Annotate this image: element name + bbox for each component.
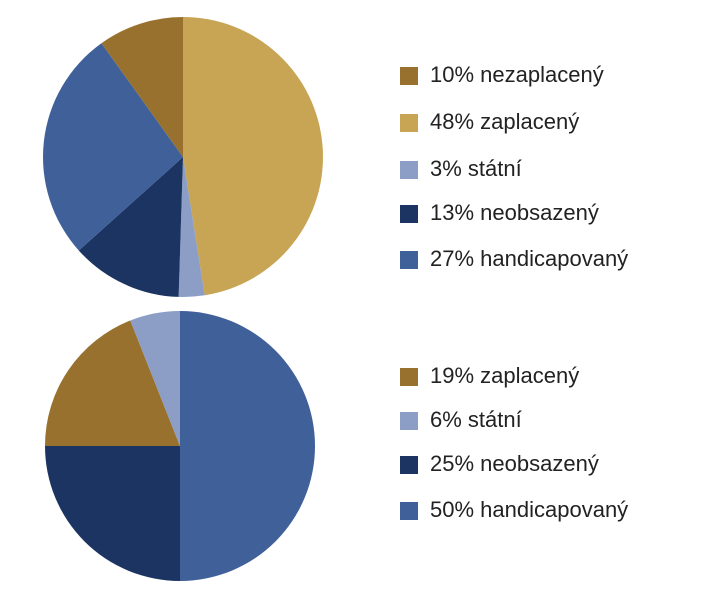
legend-label: neobsazený: [480, 451, 599, 476]
legend-swatch: [400, 251, 418, 269]
legend-label: státní: [468, 407, 522, 432]
legend-entry: 3% státní: [430, 156, 522, 181]
legend-swatch: [400, 67, 418, 85]
pie-slice: [43, 43, 183, 251]
legend-label: nezaplacený: [480, 62, 604, 87]
legend-label: handicapovaný: [480, 497, 628, 522]
pie-slice: [183, 17, 323, 296]
legend-swatch: [400, 368, 418, 386]
pie-slice: [45, 446, 180, 581]
legend-value: 3%: [430, 156, 462, 181]
legend-value: 10%: [430, 62, 474, 87]
legend-entry: 27% handicapovaný: [430, 246, 628, 271]
legend-value: 6%: [430, 407, 462, 432]
pie-slice: [45, 320, 180, 446]
legend-entry: 13% neobsazený: [430, 200, 599, 225]
legend-entry: 10% nezaplacený: [430, 62, 604, 87]
legend-value: 27%: [430, 246, 474, 271]
legend-entry: 6% státní: [430, 407, 522, 432]
legend-label: handicapovaný: [480, 246, 628, 271]
legend-value: 25%: [430, 451, 474, 476]
pie-slice: [101, 17, 183, 157]
legend-label: zaplacený: [480, 109, 579, 134]
pie-slice: [178, 157, 205, 297]
legend-value: 50%: [430, 497, 474, 522]
legend-entry: 25% neobsazený: [430, 451, 599, 476]
legend-entry: 48% zaplacený: [430, 109, 579, 134]
legend-label: zaplacený: [480, 363, 579, 388]
pie-slice: [180, 311, 315, 581]
legend-entry: 50% handicapovaný: [430, 497, 628, 522]
legend-swatch: [400, 456, 418, 474]
legend-value: 13%: [430, 200, 474, 225]
pie-slice: [78, 157, 183, 297]
legend-value: 48%: [430, 109, 474, 134]
legend-label: státní: [468, 156, 522, 181]
legend-label: neobsazený: [480, 200, 599, 225]
legend-swatch: [400, 114, 418, 132]
legend-value: 19%: [430, 363, 474, 388]
legend-swatch: [400, 205, 418, 223]
legend-swatch: [400, 412, 418, 430]
legend-entry: 19% zaplacený: [430, 363, 579, 388]
pie-slice: [130, 311, 180, 446]
legend-swatch: [400, 161, 418, 179]
legend-swatch: [400, 502, 418, 520]
